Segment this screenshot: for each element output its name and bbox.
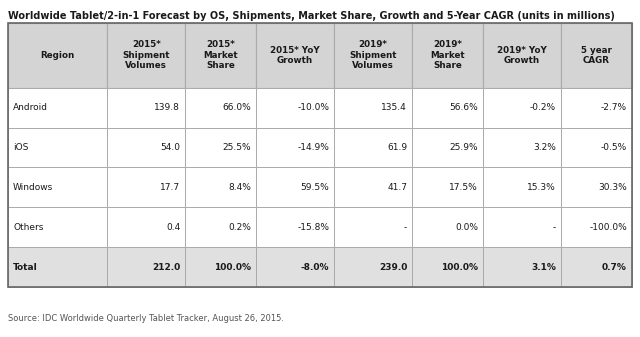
Text: 17.7: 17.7	[160, 183, 180, 192]
Bar	[483, 207, 561, 247]
Bar	[412, 247, 483, 287]
Bar	[412, 23, 483, 88]
Text: -: -	[553, 223, 556, 232]
Text: 0.2%: 0.2%	[228, 223, 251, 232]
Text: 3.1%: 3.1%	[531, 263, 556, 272]
Text: Android: Android	[13, 103, 48, 112]
Bar	[561, 247, 632, 287]
Bar	[8, 23, 632, 287]
Text: 2019* YoY
Growth: 2019* YoY Growth	[497, 45, 547, 65]
Bar	[256, 127, 334, 167]
Text: -0.2%: -0.2%	[530, 103, 556, 112]
Text: 17.5%: 17.5%	[449, 183, 478, 192]
Bar	[483, 23, 561, 88]
Bar	[412, 167, 483, 207]
Text: -2.7%: -2.7%	[601, 103, 627, 112]
Text: 59.5%: 59.5%	[300, 183, 329, 192]
Bar	[256, 167, 334, 207]
Text: 2015* YoY
Growth: 2015* YoY Growth	[270, 45, 320, 65]
Bar	[412, 127, 483, 167]
Bar	[334, 207, 412, 247]
Text: 3.2%: 3.2%	[533, 143, 556, 152]
Bar	[108, 247, 185, 287]
Text: 139.8: 139.8	[154, 103, 180, 112]
Bar	[256, 23, 334, 88]
Text: Total: Total	[13, 263, 38, 272]
Text: 15.3%: 15.3%	[527, 183, 556, 192]
Bar	[256, 247, 334, 287]
Text: 239.0: 239.0	[379, 263, 407, 272]
Text: 54.0: 54.0	[160, 143, 180, 152]
Bar	[185, 167, 256, 207]
Text: 25.5%: 25.5%	[223, 143, 251, 152]
Text: 100.0%: 100.0%	[441, 263, 478, 272]
Bar	[412, 207, 483, 247]
Bar	[334, 23, 412, 88]
Text: 41.7: 41.7	[387, 183, 407, 192]
Bar	[561, 23, 632, 88]
Text: 25.9%: 25.9%	[449, 143, 478, 152]
Text: 135.4: 135.4	[381, 103, 407, 112]
Bar	[334, 127, 412, 167]
Bar	[483, 247, 561, 287]
Bar	[561, 127, 632, 167]
Text: Windows: Windows	[13, 183, 53, 192]
Bar	[334, 88, 412, 127]
Bar	[8, 167, 108, 207]
Bar	[108, 23, 185, 88]
Text: 66.0%: 66.0%	[223, 103, 251, 112]
Text: -15.8%: -15.8%	[297, 223, 329, 232]
Bar	[483, 127, 561, 167]
Text: Source: IDC Worldwide Quarterly Tablet Tracker, August 26, 2015.: Source: IDC Worldwide Quarterly Tablet T…	[8, 314, 284, 323]
Bar	[8, 23, 108, 88]
Bar	[483, 88, 561, 127]
Bar	[108, 207, 185, 247]
Text: -0.5%: -0.5%	[601, 143, 627, 152]
Bar	[8, 88, 108, 127]
Bar	[561, 167, 632, 207]
Bar	[185, 127, 256, 167]
Text: 8.4%: 8.4%	[228, 183, 251, 192]
Bar	[8, 207, 108, 247]
Bar	[561, 207, 632, 247]
Bar	[108, 167, 185, 207]
Bar	[412, 88, 483, 127]
Bar	[561, 88, 632, 127]
Bar	[8, 127, 108, 167]
Bar	[108, 88, 185, 127]
Bar	[8, 247, 108, 287]
Text: Others: Others	[13, 223, 44, 232]
Text: -10.0%: -10.0%	[297, 103, 329, 112]
Bar	[185, 88, 256, 127]
Bar	[185, 247, 256, 287]
Text: -: -	[404, 223, 407, 232]
Text: 2019*
Market
Share: 2019* Market Share	[430, 40, 465, 70]
Text: iOS: iOS	[13, 143, 28, 152]
Text: 2019*
Shipment
Volumes: 2019* Shipment Volumes	[349, 40, 397, 70]
Text: 0.7%: 0.7%	[602, 263, 627, 272]
Bar	[185, 207, 256, 247]
Text: Worldwide Tablet/2-in-1 Forecast by OS, Shipments, Market Share, Growth and 5-Ye: Worldwide Tablet/2-in-1 Forecast by OS, …	[8, 11, 615, 21]
Bar	[334, 247, 412, 287]
Text: Region: Region	[40, 51, 75, 60]
Bar	[108, 127, 185, 167]
Text: 5 year
CAGR: 5 year CAGR	[581, 45, 612, 65]
Text: -14.9%: -14.9%	[298, 143, 329, 152]
Text: -8.0%: -8.0%	[301, 263, 329, 272]
Text: 212.0: 212.0	[152, 263, 180, 272]
Bar	[185, 23, 256, 88]
Bar	[256, 207, 334, 247]
Bar	[483, 167, 561, 207]
Text: 0.0%: 0.0%	[455, 223, 478, 232]
Text: 100.0%: 100.0%	[214, 263, 251, 272]
Bar	[334, 167, 412, 207]
Text: 30.3%: 30.3%	[598, 183, 627, 192]
Text: 2015*
Market
Share: 2015* Market Share	[204, 40, 238, 70]
Text: -100.0%: -100.0%	[589, 223, 627, 232]
Text: 61.9: 61.9	[387, 143, 407, 152]
Bar	[256, 88, 334, 127]
Text: 56.6%: 56.6%	[449, 103, 478, 112]
Text: 2015*
Shipment
Volumes: 2015* Shipment Volumes	[122, 40, 170, 70]
Text: 0.4: 0.4	[166, 223, 180, 232]
